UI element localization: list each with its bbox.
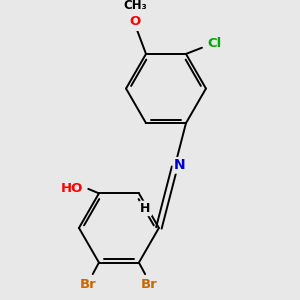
Text: O: O xyxy=(130,15,141,28)
Text: CH₃: CH₃ xyxy=(124,0,147,13)
Text: Br: Br xyxy=(141,278,158,291)
Text: Cl: Cl xyxy=(207,37,221,50)
Text: Br: Br xyxy=(80,278,97,291)
Text: HO: HO xyxy=(61,182,83,195)
Text: N: N xyxy=(174,158,186,172)
Text: H: H xyxy=(140,202,151,215)
